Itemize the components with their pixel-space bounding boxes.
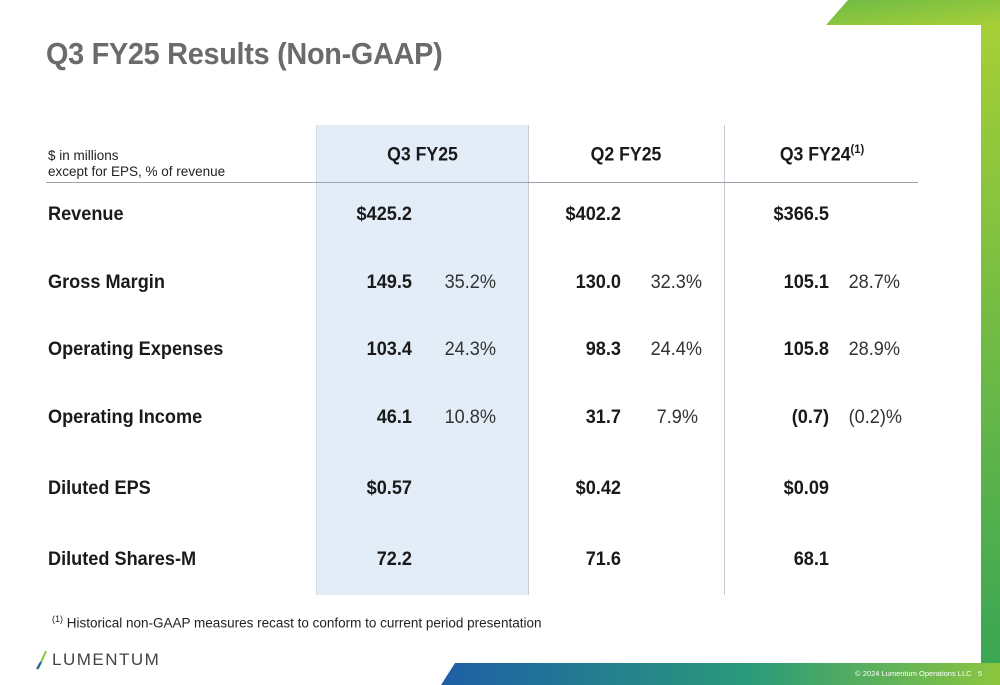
cell-value: 71.6 <box>585 548 621 570</box>
unit-line-1: $ in millions <box>48 148 119 163</box>
cell-percent: 24.3% <box>444 338 496 360</box>
unit-line-2: except for EPS, % of revenue <box>48 164 226 179</box>
cell-value: 68.1 <box>793 548 829 570</box>
footnote-marker: (1) <box>52 614 63 624</box>
column-header-q3fy25: Q3 FY25 <box>324 142 520 166</box>
row-label-diluted-shares: Diluted Shares-M <box>48 548 197 570</box>
copyright-text: © 2024 Lumentum Operations LLC <box>855 669 972 678</box>
row-label-gross-margin: Gross Margin <box>48 271 165 293</box>
page-title: Q3 FY25 Results (Non-GAAP) <box>46 36 443 71</box>
footnote-text: Historical non-GAAP measures recast to c… <box>63 615 542 631</box>
current-quarter-highlight <box>317 125 528 595</box>
logo-mark-icon <box>36 650 47 670</box>
column-divider <box>316 125 317 595</box>
cell-percent: 28.7% <box>848 271 900 293</box>
cell-value: $366.5 <box>773 203 829 225</box>
cell-percent: 7.9% <box>656 406 698 428</box>
cell-percent: 24.4% <box>650 338 702 360</box>
column-header-label: Q3 FY24 <box>779 144 851 166</box>
bottom-accent-bar <box>441 663 1000 685</box>
cell-value: 149.5 <box>366 271 412 293</box>
cell-value: $0.57 <box>366 477 412 499</box>
cell-value: 46.1 <box>376 406 412 428</box>
cell-percent: 28.9% <box>848 338 900 360</box>
column-divider <box>528 125 529 595</box>
column-divider <box>724 125 725 595</box>
cell-value: 72.2 <box>376 548 412 570</box>
page-number: 5 <box>977 669 982 678</box>
logo-wordmark: LUMENTUM <box>52 650 161 669</box>
cell-percent: 35.2% <box>444 271 496 293</box>
unit-note: $ in millions except for EPS, % of reven… <box>48 148 225 180</box>
footnote: (1) Historical non-GAAP measures recast … <box>52 614 541 631</box>
cell-value: $0.42 <box>575 477 621 499</box>
column-header-q2fy25: Q2 FY25 <box>535 142 717 166</box>
column-header-sup: (1) <box>850 142 865 156</box>
row-label-diluted-eps: Diluted EPS <box>48 477 151 499</box>
column-header-q3fy24: Q3 FY24(1) <box>731 142 913 166</box>
column-header-label: Q2 FY25 <box>590 144 662 166</box>
cell-value: 105.1 <box>783 271 829 293</box>
cell-value: 31.7 <box>585 406 621 428</box>
cell-value: 130.0 <box>575 271 621 293</box>
cell-value: 103.4 <box>366 338 412 360</box>
row-label-revenue: Revenue <box>48 203 124 225</box>
row-label-operating-expenses: Operating Expenses <box>48 338 224 360</box>
cell-value: $0.09 <box>783 477 829 499</box>
header-rule <box>46 182 918 183</box>
column-header-label: Q3 FY25 <box>387 144 458 166</box>
row-label-operating-income: Operating Income <box>48 406 203 428</box>
cell-percent: 10.8% <box>444 406 496 428</box>
copyright-notice: © 2024 Lumentum Operations LLC 5 <box>855 669 982 678</box>
cell-value: (0.7) <box>791 406 829 428</box>
cell-percent: 32.3% <box>650 271 702 293</box>
cell-value: $425.2 <box>356 203 412 225</box>
cell-percent: (0.2)% <box>848 406 902 428</box>
company-logo: LUMENTUM <box>36 650 160 670</box>
cell-value: $402.2 <box>565 203 621 225</box>
cell-value: 105.8 <box>783 338 829 360</box>
cell-value: 98.3 <box>585 338 621 360</box>
